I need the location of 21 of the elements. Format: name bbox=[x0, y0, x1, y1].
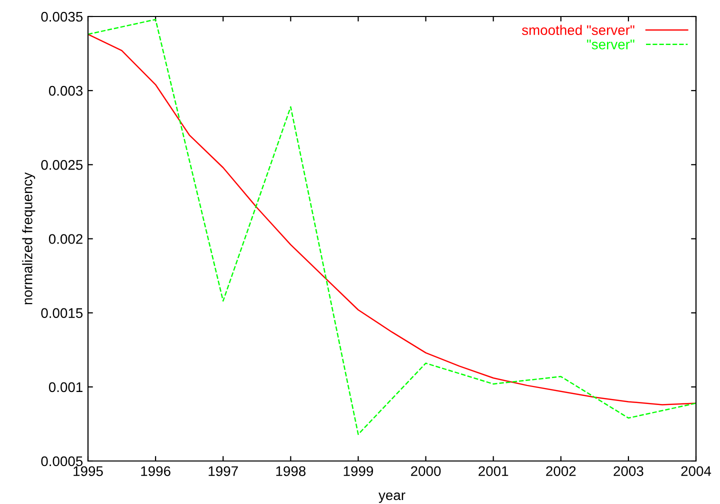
x-tick-label: 1995 bbox=[74, 466, 103, 476]
y-tick-label: 0.0025 bbox=[41, 160, 83, 170]
x-tick-label: 1997 bbox=[208, 466, 238, 476]
x-tick-label: 1999 bbox=[344, 466, 374, 476]
y-tick-label: 0.002 bbox=[48, 234, 82, 244]
x-tick-label: 1996 bbox=[141, 466, 170, 476]
y-tick-label: 0.001 bbox=[48, 382, 82, 392]
x-tick-label: 2000 bbox=[411, 466, 441, 476]
y-tick-label: 0.0005 bbox=[41, 456, 83, 466]
x-axis-title: year bbox=[378, 492, 406, 503]
y-tick-label: 0.0035 bbox=[41, 12, 83, 22]
x-tick-label: 2001 bbox=[478, 466, 508, 476]
y-tick-label: 0.0015 bbox=[41, 308, 83, 318]
legend-label: smoothed "server" bbox=[522, 24, 634, 36]
legend-label: "server" bbox=[587, 40, 634, 50]
x-tick-label: 2003 bbox=[614, 466, 644, 476]
y-tick-label: 0.003 bbox=[48, 86, 83, 96]
y-axis-title: normalized frequency bbox=[22, 172, 36, 304]
x-tick-label: 2004 bbox=[681, 466, 712, 476]
x-tick-label: 1998 bbox=[276, 466, 306, 476]
x-tick-label: 2002 bbox=[546, 466, 576, 476]
